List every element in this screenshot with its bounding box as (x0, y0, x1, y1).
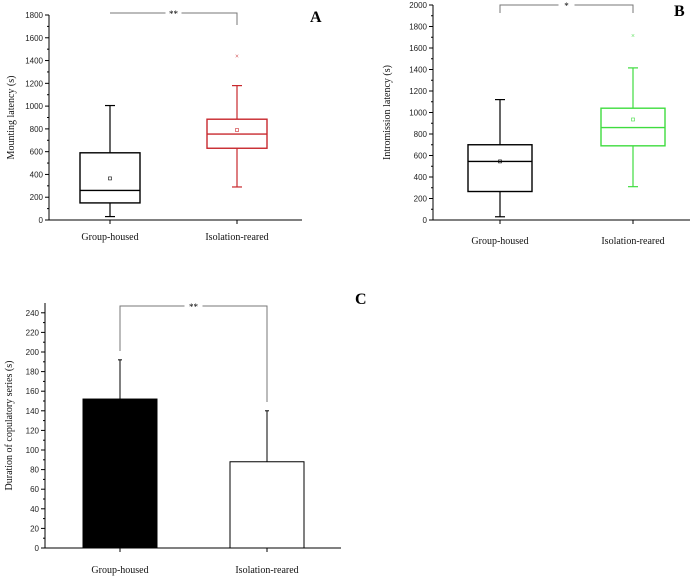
panel-label: B (674, 3, 685, 20)
y-axis-label: Duration of copulatory series (s) (4, 361, 15, 491)
y-tick-label: 80 (30, 466, 39, 475)
mean-marker (235, 128, 239, 132)
y-tick-label: 0 (39, 216, 44, 225)
y-tick-label: 180 (26, 368, 40, 377)
y-tick-label: 1400 (25, 57, 43, 66)
y-tick-label: 400 (414, 173, 428, 182)
box-1: × (600, 32, 666, 188)
y-axis-label: Intromission latency (s) (382, 65, 393, 160)
y-tick-label: 0 (423, 216, 428, 225)
y-tick-label: 1200 (409, 87, 427, 96)
significance-bracket (499, 4, 634, 13)
y-tick-label: 400 (30, 170, 44, 179)
y-tick-label: 1600 (25, 34, 43, 43)
x-tick-label: Group-housed (91, 565, 148, 576)
y-tick-label: 40 (30, 505, 39, 514)
y-tick-label: 0 (35, 544, 40, 553)
significance-bracket (110, 12, 238, 25)
significance-label: ** (189, 302, 199, 312)
y-tick-label: 1200 (25, 79, 43, 88)
box-iqr (467, 144, 533, 193)
box-0 (467, 98, 533, 218)
box-1: × (206, 52, 268, 188)
y-tick-label: 120 (26, 426, 40, 435)
x-tick-label: Isolation-reared (601, 236, 664, 247)
y-tick-label: 200 (26, 348, 40, 357)
y-tick-label: 1000 (25, 102, 43, 111)
panel-label: C (355, 291, 367, 308)
y-tick-label: 800 (414, 130, 428, 139)
significance-bracket (119, 305, 268, 402)
bar-0 (82, 398, 158, 549)
y-tick-label: 20 (30, 524, 39, 533)
y-tick-label: 100 (26, 446, 40, 455)
y-tick-label: 140 (26, 407, 40, 416)
x-tick-label: Group-housed (81, 232, 138, 243)
x-tick-label: Isolation-reared (205, 232, 268, 243)
y-tick-label: 60 (30, 485, 39, 494)
y-tick-label: 600 (414, 152, 428, 161)
y-tick-label: 600 (30, 148, 44, 157)
significance-label: * (564, 1, 569, 11)
x-tick-label: Group-housed (471, 236, 528, 247)
y-tick-label: 240 (26, 309, 40, 318)
y-tick-label: 220 (26, 328, 40, 337)
mean-marker (631, 117, 635, 122)
mean-marker (108, 176, 112, 181)
box-0 (79, 104, 141, 218)
significance-label: ** (169, 9, 179, 19)
outlier-marker: × (631, 32, 635, 40)
panel-b: 0 200 400 600 800 1000 1200 1400 1600 1800 2000 Int… (382, 1, 690, 247)
y-tick-label: 200 (30, 193, 44, 202)
mean-marker (498, 159, 502, 164)
panel-label: A (310, 9, 322, 26)
x-tick-label: Isolation-reared (235, 565, 298, 576)
y-tick-label: 2000 (409, 1, 427, 10)
outlier-marker: × (235, 52, 239, 60)
box-iqr (79, 152, 141, 204)
y-tick-label: 200 (414, 195, 428, 204)
y-tick-label: 1800 (409, 23, 427, 32)
bar-1 (229, 461, 305, 549)
y-tick-label: 1000 (409, 109, 427, 118)
y-tick-label: 800 (30, 125, 44, 134)
y-tick-label: 1800 (25, 11, 43, 20)
y-tick-label: 1400 (409, 66, 427, 75)
panel-a: 0 200 400 600 800 1000 1200 1400 1600 1800 Mountin… (6, 9, 322, 243)
y-tick-label: 160 (26, 387, 40, 396)
panel-c: 0 20 40 60 80 100 120 140 160 180 200 220 240 Duratio… (4, 291, 367, 576)
y-tick-label: 1600 (409, 44, 427, 53)
y-axis-label: Mounting latency (s) (6, 76, 17, 160)
